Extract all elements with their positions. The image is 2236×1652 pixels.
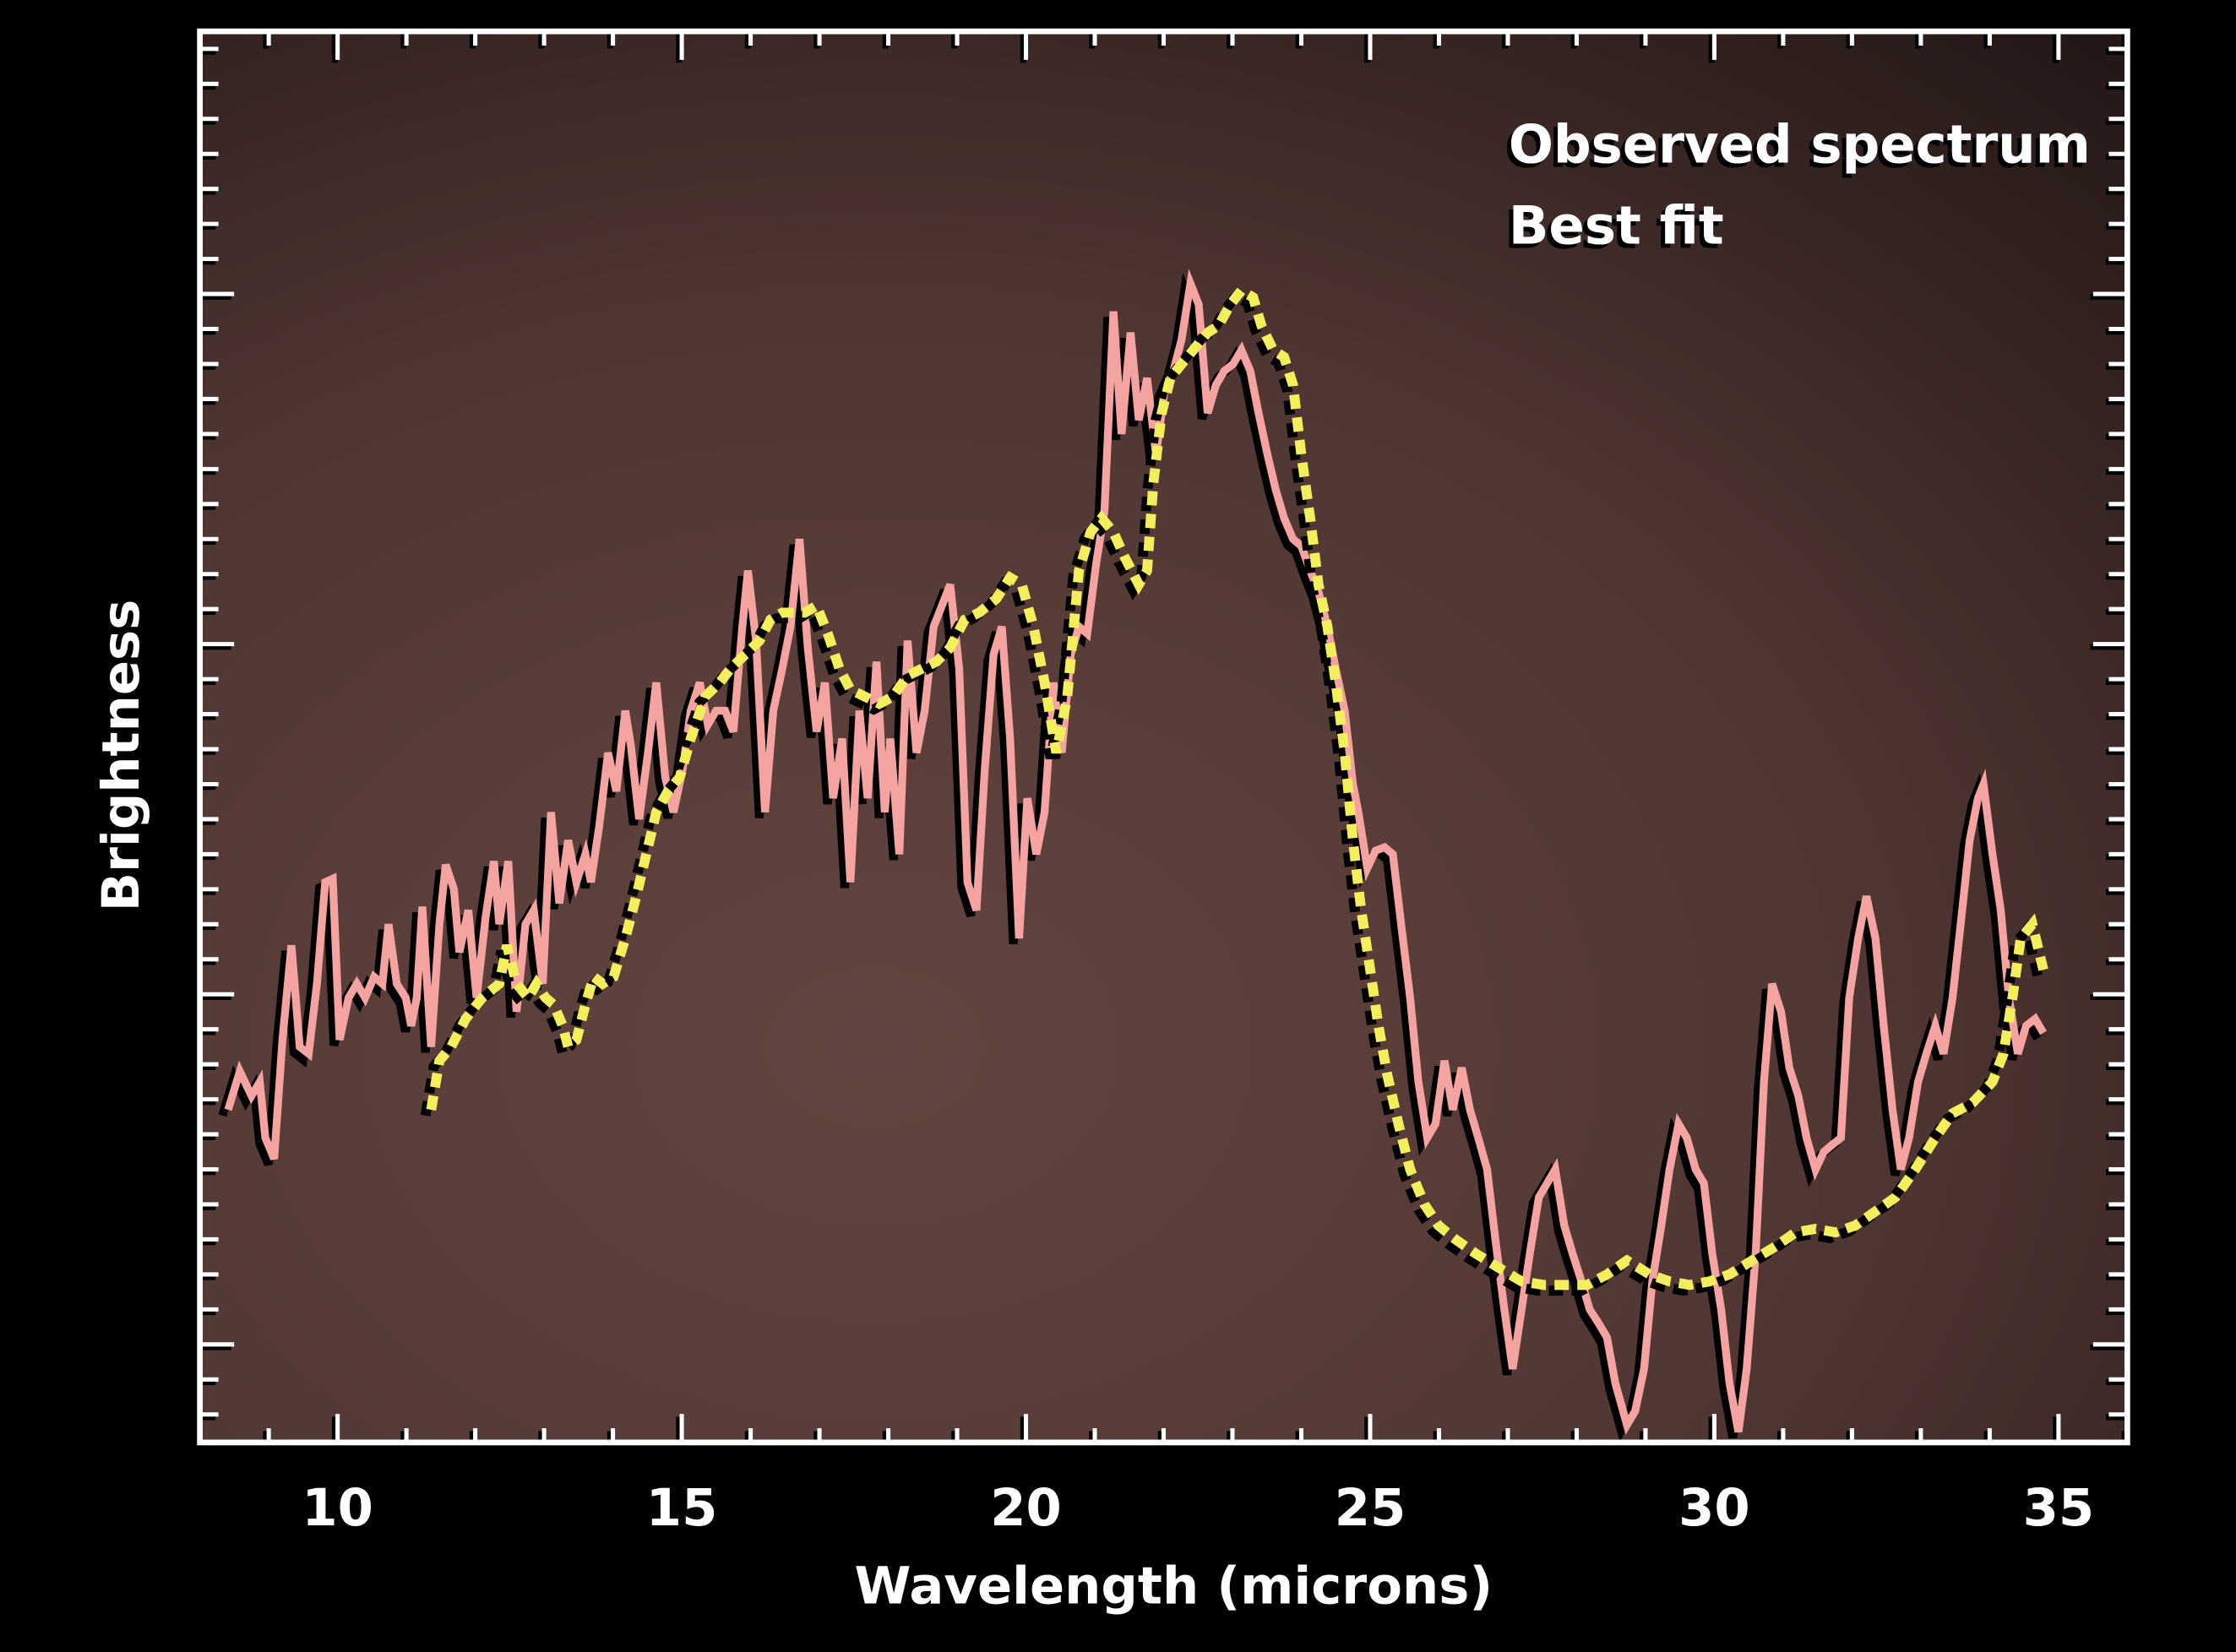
series-lines xyxy=(218,269,2048,1442)
x-tick-label: 25 xyxy=(1335,1479,1406,1538)
observed-spectrum-shadow xyxy=(218,273,2042,1442)
y-axis-label: Brightness xyxy=(92,600,151,912)
x-tick-label: 30 xyxy=(1678,1479,1750,1538)
plot-area xyxy=(199,31,2128,1443)
observed-spectrum-line xyxy=(224,269,2047,1435)
x-tick-label: 20 xyxy=(990,1479,1062,1538)
legend-item-observed: Observed spectrum xyxy=(1390,113,2091,175)
plot-frame xyxy=(197,28,2130,1446)
best-fit-line xyxy=(426,284,2048,1291)
x-tick-label: 10 xyxy=(302,1479,373,1538)
legend-label-best-fit: Best fit xyxy=(1509,195,1724,257)
x-tick-label: 35 xyxy=(2023,1479,2095,1538)
x-axis-label: Wavelength (microns) xyxy=(855,1557,1493,1617)
x-tick-label: 15 xyxy=(646,1479,718,1538)
legend-label-observed: Observed spectrum xyxy=(1509,113,2091,175)
x-tick-labels: 10 15 20 25 30 35 xyxy=(302,1479,2094,1538)
legend-item-best-fit: Best fit xyxy=(1390,195,1724,257)
legend: Observed spectrum Best fit xyxy=(1390,113,2091,257)
